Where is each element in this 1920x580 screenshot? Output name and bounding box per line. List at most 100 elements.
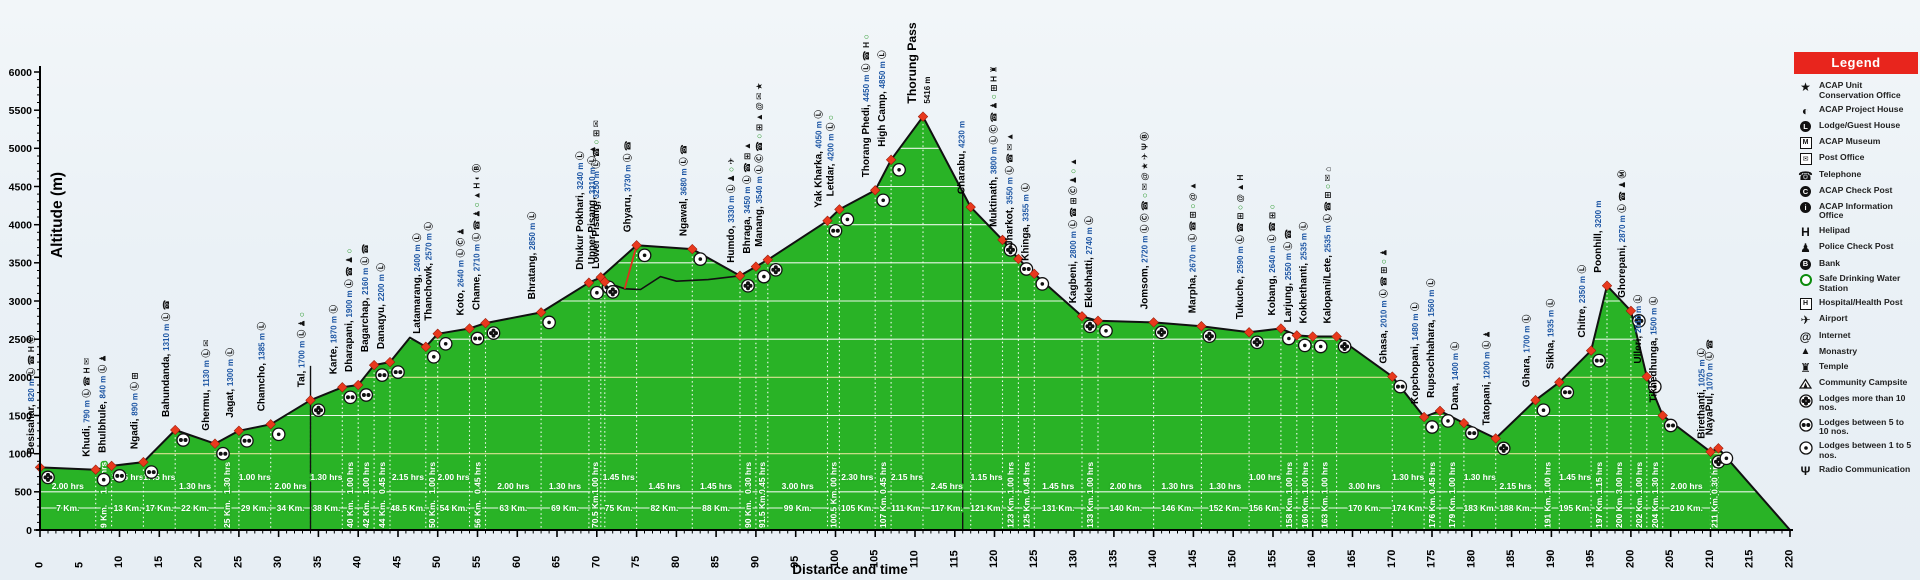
lodge-icon: Ⓛ <box>678 157 688 166</box>
helipad-icon: H <box>26 346 36 352</box>
check-post-icon: Ⓒ <box>1140 213 1150 222</box>
segment-km-label: 50 Km. <box>427 500 437 528</box>
museum-icon: Ⓜ <box>1617 169 1627 178</box>
telephone-icon: ☎ <box>472 220 482 231</box>
legend-item: Lodges between 1 to 5 nos. <box>1798 440 1918 460</box>
station-marker <box>464 323 475 334</box>
legend-item: ☎ Telephone <box>1798 169 1918 182</box>
x-tick-label: 135 <box>1107 550 1119 568</box>
station-label: Bahundanda, 1310 mⓁ☎ <box>161 300 172 417</box>
telephone-icon: ☎ <box>1004 153 1014 164</box>
legend-item-label: Lodges more than 10 nos. <box>1819 392 1906 413</box>
station-label: Bagarchap, 2160 mⓁ☎ <box>360 244 371 353</box>
lodges-1to5-icon <box>1297 338 1312 353</box>
segment-time-label: 0.45 hrs <box>757 462 767 494</box>
station-label: Kagbeni, 2800 mⓁ☎⊞Ⓒ♟○▲ <box>1068 158 1079 304</box>
lodges-1to5-icon <box>1099 323 1113 338</box>
lodge-icon: Ⓛ <box>129 382 139 391</box>
segment-time-label: 1.30 hrs <box>1650 462 1660 494</box>
legend-items: ★ ACAP Unit Conservation Office ◐ ACAP Proj… <box>1794 74 1918 477</box>
monastery-icon: ▲ <box>1800 346 1811 358</box>
lodges-1to5-icon <box>1647 379 1662 394</box>
station-marker <box>583 277 595 288</box>
legend-item-label: ACAP Information Office <box>1819 200 1893 221</box>
hospital-icon: ⊞ <box>989 84 999 91</box>
bank-icon: Ⓑ <box>1140 132 1150 141</box>
segment-km-label: 197 Km. <box>1594 495 1604 528</box>
segment-km-label: 133 Km. <box>1085 495 1095 528</box>
post-office-icon: ✉ <box>1140 183 1150 190</box>
station-label: Chame, 2710 mⓁ☎♟○▲H◐Ⓑ <box>472 163 483 310</box>
station-marker <box>1418 411 1430 423</box>
lodges-1to5-icon <box>542 315 556 330</box>
lodges-1to5-icon <box>637 248 652 263</box>
internet-icon: @ <box>1235 194 1245 202</box>
station-label: Dhukur Pokhari, 3240 mⓁ <box>575 151 586 270</box>
helipad-icon: H <box>989 76 999 82</box>
station-label: Thorang Phedi, 4450 mⓁ☎H○ <box>861 34 872 177</box>
segment-km-label: 44 Km. <box>377 500 387 528</box>
station-label: Humdo, 3330 mⓁ♟○✈ <box>726 157 737 263</box>
legend-item-label: Temple <box>1819 360 1849 371</box>
station-label: Rupsochhahara, 1560 mⓁ <box>1426 278 1437 398</box>
segment-km-label: 131 Km. <box>1042 503 1075 513</box>
helipad-icon: H <box>82 367 92 373</box>
station-label: Jagat, 1300 mⓁ <box>225 347 236 417</box>
segment-km-label: 82 Km. <box>650 503 678 513</box>
legend-item: Safe Drinking Water Station <box>1798 273 1918 293</box>
station-marker <box>1458 417 1470 429</box>
telephone-icon: ☎ <box>1704 339 1714 350</box>
segment-km-label: 174 Km. <box>1392 503 1425 513</box>
station-marker <box>965 201 976 213</box>
station-label: Koto, 2640 mⓁⒸ♟ <box>456 228 467 316</box>
lodges-1to5-icon <box>590 285 604 300</box>
post-office-icon: ✉ <box>201 339 211 346</box>
lodges-1to5-icon <box>426 349 441 364</box>
lodge-icon: Ⓛ <box>742 175 752 184</box>
hospital-icon: H <box>1798 297 1813 310</box>
station-label: NayaPul, 1070 mⓁ☎ <box>1704 339 1715 435</box>
station-marker <box>750 261 762 272</box>
safe-water-icon: ○ <box>591 139 601 144</box>
lodges-1to5-icon <box>438 336 453 351</box>
station-marker <box>599 276 610 288</box>
telephone-icon: ☎ <box>1235 222 1245 233</box>
x-tick-label: 220 <box>1784 550 1796 568</box>
segment-time-label: 1.00 hrs <box>1320 462 1330 494</box>
segment-time-label: 1.45 hrs <box>648 481 680 491</box>
monastery-icon: ▲ <box>472 191 482 199</box>
segment-km-label: 200 Km. <box>1614 495 1624 528</box>
hospital-icon: ⊞ <box>1378 267 1388 274</box>
segment-time-label: 3.00 hrs <box>782 481 814 491</box>
safe-water-icon: ○ <box>472 202 482 207</box>
station-label: Jharkot, 3550 mⓁ☎✉▲ <box>1004 133 1015 246</box>
star-icon: ★ <box>1800 80 1811 94</box>
legend-item: Lodges more than 10 nos. <box>1798 392 1918 413</box>
lodge-icon: Ⓛ <box>1299 222 1309 231</box>
station-label: Birethanti, 1025 mⓁ <box>1697 348 1708 439</box>
station-marker <box>1713 443 1724 454</box>
legend-item: C ACAP Check Post <box>1798 186 1918 198</box>
telephone-icon: ☎ <box>1187 221 1197 232</box>
legend-item: ♟ Police Check Post <box>1798 241 1918 254</box>
x-tick-label: 180 <box>1465 550 1477 568</box>
station-marker <box>1331 331 1342 342</box>
legend-item: ★ ACAP Unit Conservation Office <box>1798 80 1918 100</box>
station-label: Larjung, 2550 mⓁ☎ <box>1283 229 1294 322</box>
post-office-icon: ✉ <box>1798 153 1813 166</box>
lodge-icon: Ⓛ <box>82 389 92 398</box>
bank-icon: B <box>1798 258 1813 270</box>
x-tick-label: 10 <box>113 556 125 568</box>
lodge-icon: Ⓛ <box>201 349 211 358</box>
lodges-5to10-icon <box>112 469 127 483</box>
segment-km-label: 88 Km. <box>702 503 730 513</box>
segment-km-label: 140 Km. <box>1109 503 1142 513</box>
legend-item: H Helipad <box>1798 225 1918 238</box>
x-tick-label: 25 <box>232 556 244 568</box>
station-marker <box>1148 317 1159 328</box>
temple-icon: ♜ <box>989 66 999 74</box>
airport-icon: ✈ <box>1140 153 1150 160</box>
segment-time-label: 2.45 hrs <box>931 481 963 491</box>
x-tick-label: 145 <box>1187 550 1199 568</box>
station-marker <box>1490 433 1501 444</box>
